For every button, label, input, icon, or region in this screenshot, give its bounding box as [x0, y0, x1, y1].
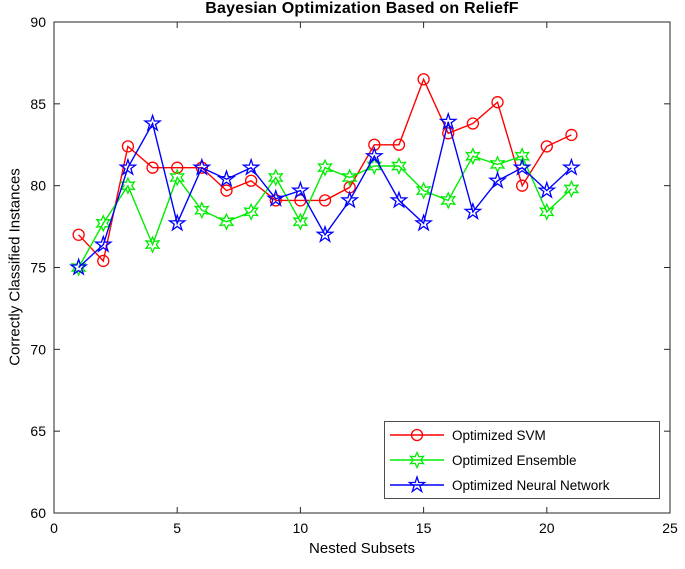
- y-tick-label: 85: [30, 96, 46, 112]
- legend-item-optimized-svm: Optimized SVM: [385, 423, 659, 447]
- data-point-marker: [318, 194, 332, 207]
- data-point-marker: [442, 127, 455, 140]
- data-point-marker: [120, 176, 136, 195]
- data-point-marker: [440, 191, 457, 210]
- data-point-marker: [366, 156, 383, 176]
- data-point-marker: [266, 188, 286, 207]
- data-point-marker: [146, 161, 159, 174]
- x-axis-label: Nested Subsets: [309, 540, 415, 557]
- legend: Optimized SVM Optimized Ensemble Optimiz…: [384, 421, 660, 499]
- data-point-marker: [538, 202, 555, 221]
- data-point-marker: [244, 174, 258, 187]
- hexagram-marker-icon: [390, 450, 444, 470]
- data-point-marker: [195, 161, 208, 174]
- series-optimized-ensemble: [70, 147, 580, 277]
- data-point-marker: [540, 140, 553, 153]
- pentagram-marker-icon: [390, 475, 444, 494]
- x-tick-label: 25: [662, 520, 678, 536]
- data-point-marker: [72, 228, 85, 241]
- x-tick-label: 20: [539, 520, 555, 536]
- data-point-marker: [220, 184, 233, 197]
- data-point-marker: [340, 190, 360, 209]
- data-point-marker: [487, 170, 508, 189]
- data-point-marker: [514, 147, 531, 166]
- data-point-marker: [269, 194, 282, 207]
- data-point-marker: [70, 258, 87, 277]
- data-point-marker: [93, 234, 113, 253]
- data-point-marker: [290, 180, 310, 199]
- x-tick-label: 10: [293, 520, 309, 536]
- data-point-marker: [565, 128, 578, 142]
- y-tick-label: 75: [30, 260, 46, 276]
- data-point-marker: [417, 73, 430, 86]
- data-point-marker: [463, 201, 483, 221]
- data-point-marker: [144, 235, 161, 254]
- data-point-marker: [121, 140, 135, 153]
- y-tick-label: 60: [30, 505, 46, 521]
- data-point-marker: [169, 168, 186, 187]
- data-point-marker: [243, 202, 259, 221]
- data-point-marker: [267, 168, 284, 187]
- legend-label: Optimized Neural Network: [452, 477, 610, 493]
- data-point-marker: [392, 138, 406, 151]
- data-point-marker: [364, 146, 384, 165]
- x-tick-label: 5: [173, 520, 181, 536]
- data-point-marker: [491, 96, 504, 109]
- legend-item-optimized-ensemble: Optimized Ensemble: [385, 448, 659, 472]
- chart-title: Bayesian Optimization Based on ReliefF: [205, 0, 519, 17]
- legend-item-optimized-neural-network: Optimized Neural Network: [385, 473, 659, 497]
- data-point-marker: [95, 214, 112, 233]
- data-point-marker: [561, 157, 582, 176]
- series-line: [78, 77, 572, 263]
- data-point-marker: [317, 158, 333, 177]
- data-point-marker: [465, 147, 481, 166]
- data-point-marker: [438, 111, 458, 130]
- series-optimized-svm: [72, 73, 578, 268]
- data-point-marker: [218, 212, 235, 231]
- legend-label: Optimized SVM: [452, 427, 546, 443]
- data-point-marker: [537, 180, 557, 199]
- data-point-marker: [142, 113, 163, 132]
- data-point-marker: [407, 475, 427, 494]
- series-optimized-neural-network: [69, 111, 582, 276]
- x-tick-label: 0: [50, 520, 58, 536]
- data-point-marker: [315, 224, 335, 243]
- data-point-marker: [414, 213, 434, 232]
- data-point-marker: [69, 257, 89, 276]
- data-point-marker: [171, 161, 184, 174]
- data-point-marker: [192, 157, 212, 176]
- data-point-marker: [410, 428, 424, 442]
- series-line: [77, 155, 572, 268]
- y-tick-label: 90: [30, 14, 46, 30]
- data-point-marker: [516, 179, 529, 192]
- circle-marker-icon: [390, 428, 444, 442]
- series-line: [78, 121, 572, 269]
- data-point-marker: [466, 117, 480, 130]
- y-tick-label: 70: [30, 341, 46, 357]
- data-point-marker: [409, 450, 425, 470]
- data-point-marker: [563, 179, 580, 199]
- data-point-marker: [97, 254, 110, 268]
- data-point-marker: [216, 169, 237, 188]
- x-tick-label: 15: [416, 520, 432, 536]
- data-point-marker: [167, 213, 187, 232]
- data-point-marker: [118, 157, 138, 176]
- data-point-marker: [193, 201, 210, 220]
- data-point-marker: [389, 190, 409, 209]
- data-point-marker: [391, 156, 407, 176]
- data-point-marker: [241, 157, 261, 176]
- data-point-marker: [415, 181, 432, 200]
- y-tick-label: 80: [30, 178, 46, 194]
- y-tick-label: 65: [30, 423, 46, 439]
- data-point-marker: [512, 157, 532, 176]
- data-point-marker: [292, 212, 309, 231]
- data-point-marker: [341, 168, 358, 187]
- legend-label: Optimized Ensemble: [452, 452, 577, 468]
